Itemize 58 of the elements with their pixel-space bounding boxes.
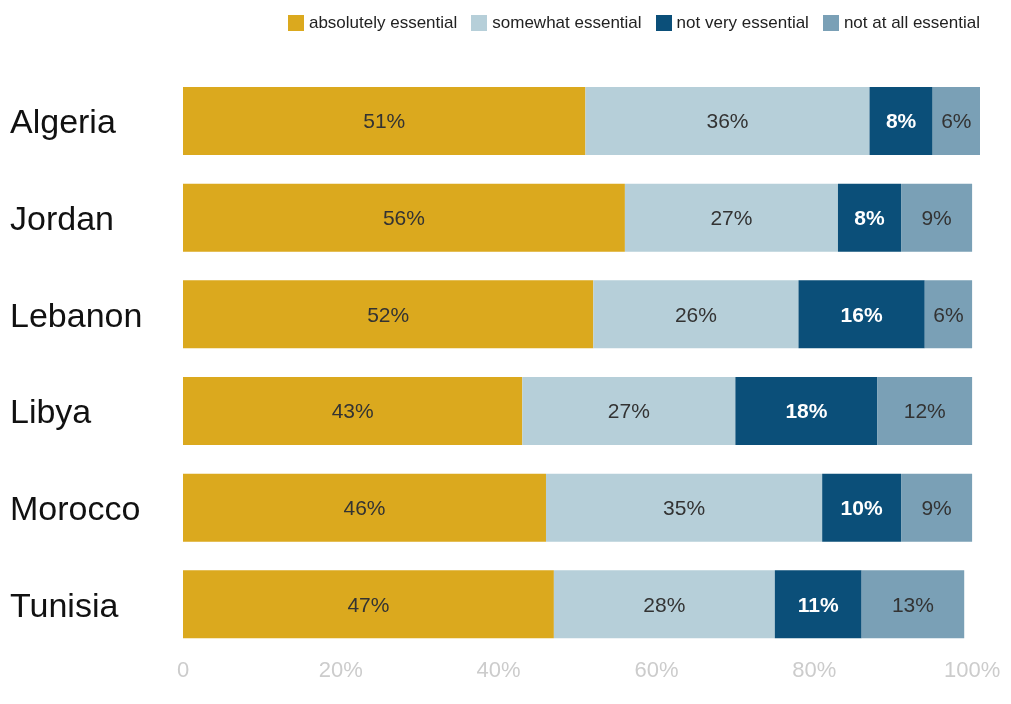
bar	[183, 87, 586, 155]
bar	[522, 377, 736, 445]
bar	[183, 473, 546, 542]
y-tick-label: Lebanon	[10, 295, 143, 334]
data-label: 46%	[343, 496, 386, 520]
data-label: 36%	[706, 109, 749, 133]
bar	[901, 183, 973, 252]
bar	[183, 183, 625, 252]
bar	[822, 473, 902, 542]
data-label: 13%	[891, 592, 934, 616]
data-label: 35%	[663, 496, 706, 520]
bar	[624, 183, 838, 252]
data-label: 26%	[674, 302, 717, 326]
data-label: 6%	[941, 109, 972, 133]
y-tick-label: Jordan	[10, 199, 114, 238]
data-label: 27%	[710, 206, 753, 230]
legend-label: absolutely essential	[308, 13, 458, 33]
bar	[798, 280, 925, 349]
bar	[545, 473, 823, 542]
y-tick-label: Morocco	[10, 489, 141, 528]
bar	[877, 377, 973, 445]
data-label: 9%	[921, 206, 952, 230]
data-label: 10%	[840, 496, 883, 520]
bar	[735, 377, 878, 445]
bar	[861, 570, 965, 639]
bar	[932, 87, 980, 155]
data-label: 43%	[331, 399, 374, 423]
data-label: 9%	[921, 496, 952, 520]
bar	[869, 87, 933, 155]
bar	[553, 570, 775, 639]
data-label: 56%	[382, 206, 425, 230]
y-tick-label: Algeria	[10, 102, 116, 141]
bar	[585, 87, 870, 155]
data-label: 47%	[347, 592, 390, 616]
bar	[593, 280, 799, 349]
bar	[183, 570, 554, 639]
bar	[837, 183, 902, 252]
bar	[183, 280, 594, 349]
data-label: 6%	[933, 302, 964, 326]
bar	[901, 473, 973, 542]
data-label: 8%	[854, 206, 886, 230]
legend-label: not very essential	[676, 13, 809, 33]
data-label: 28%	[643, 592, 686, 616]
data-label: 8%	[885, 109, 917, 133]
bar	[924, 280, 973, 349]
y-tick-label: Libya	[10, 392, 92, 431]
data-label: 11%	[797, 592, 839, 616]
bar	[774, 570, 862, 639]
bar	[183, 377, 523, 445]
y-tick-label: Tunisia	[10, 585, 119, 624]
legend-label: not at all essential	[843, 13, 980, 33]
data-label: 51%	[363, 109, 406, 133]
data-label: 52%	[367, 302, 410, 326]
data-label: 27%	[607, 399, 650, 423]
data-label: 16%	[840, 302, 883, 326]
data-label: 12%	[903, 399, 946, 423]
legend-label: somewhat essential	[492, 13, 642, 33]
data-label: 18%	[785, 399, 828, 423]
